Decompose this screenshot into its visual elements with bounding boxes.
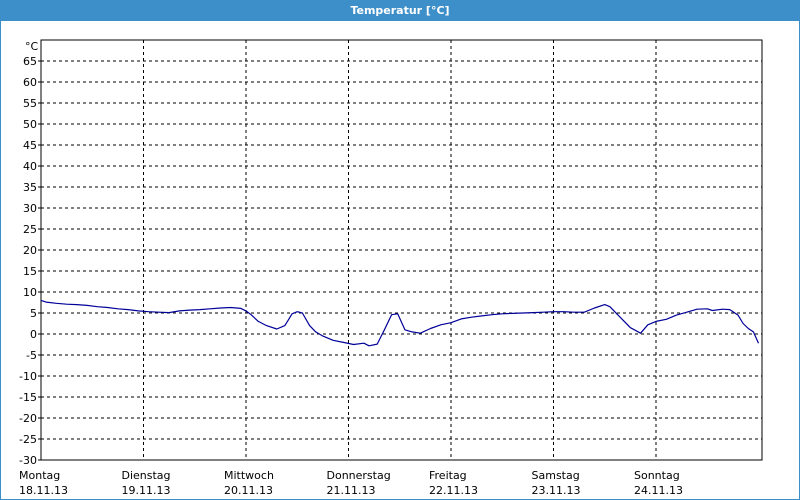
y-tick-label: -5 [26, 349, 37, 362]
y-tick-label: 65 [23, 55, 37, 68]
y-tick-label: -20 [19, 412, 37, 425]
chart-title: Temperatur [°C] [0, 0, 800, 21]
temperature-series-line [40, 299, 760, 347]
x-tick-day-name: Donnerstag [327, 469, 391, 482]
series-layer [40, 299, 760, 347]
y-tick-label: -10 [19, 370, 37, 383]
y-tick-label: 25 [23, 223, 37, 236]
x-tick-date: 22.11.13 [429, 484, 478, 497]
x-tick-date: 18.11.13 [19, 484, 68, 497]
y-tick-label: 5 [30, 307, 37, 320]
y-tick-label: 0 [30, 328, 37, 341]
x-tick-date: 21.11.13 [327, 484, 376, 497]
x-tick-day-name: Mittwoch [224, 469, 274, 482]
y-tick-labels: 65605550454035302520151050-5-10-15-20-25… [19, 40, 38, 467]
x-tick-day-name: Sonntag [634, 469, 680, 482]
x-tick-date: 20.11.13 [224, 484, 273, 497]
y-tick-label: 10 [23, 286, 37, 299]
y-tick-label: 35 [23, 181, 37, 194]
y-tick-label: 60 [23, 76, 37, 89]
x-tick-day-name: Freitag [429, 469, 467, 482]
y-tick-label: 50 [23, 118, 37, 131]
y-tick-label: 55 [23, 97, 37, 110]
y-tick-label: 45 [23, 139, 37, 152]
x-tick-date: 23.11.13 [532, 484, 581, 497]
grid [41, 40, 762, 460]
y-tick-label: -25 [19, 433, 37, 446]
x-tick-labels: Montag 18.11.13 Dienstag 19.11.13 Mittwoch 20… [19, 469, 683, 497]
y-tick-label: -15 [19, 391, 37, 404]
y-tick-label: 20 [23, 244, 37, 257]
y-tick-label: 40 [23, 160, 37, 173]
x-tick-day-name: Samstag [532, 469, 580, 482]
x-tick-date: 24.11.13 [634, 484, 683, 497]
x-tick-day-name: Montag [19, 469, 60, 482]
x-tick-date: 19.11.13 [122, 484, 171, 497]
y-tick-label: -30 [19, 454, 37, 467]
axes [38, 39, 763, 461]
y-unit-label: °C [25, 40, 39, 53]
x-tick-day-name: Dienstag [122, 469, 171, 482]
y-tick-label: 15 [23, 265, 37, 278]
y-tick-label: 30 [23, 202, 37, 215]
